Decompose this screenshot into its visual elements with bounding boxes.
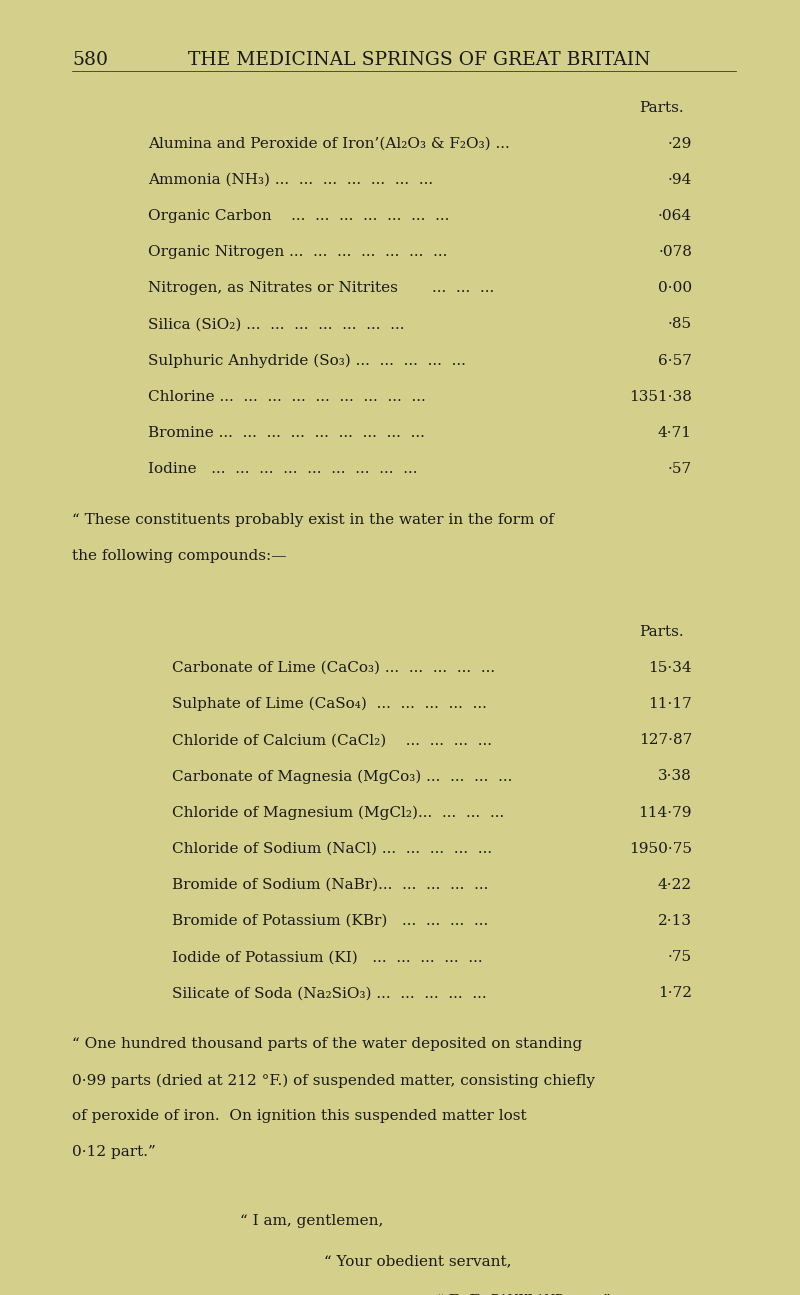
Text: 0·12 part.”: 0·12 part.” (72, 1146, 156, 1159)
Text: 0·99 parts (dried at 212 °F.) of suspended matter, consisting chiefly: 0·99 parts (dried at 212 °F.) of suspend… (72, 1074, 595, 1088)
Text: Organic Nitrogen ...  ...  ...  ...  ...  ...  ...: Organic Nitrogen ... ... ... ... ... ...… (148, 245, 447, 259)
Text: ·064: ·064 (658, 208, 692, 223)
Text: Alumina and Peroxide of Iron’(Al₂O₃ & F₂O₃) ...: Alumina and Peroxide of Iron’(Al₂O₃ & F₂… (148, 137, 510, 150)
Text: THE MEDICINAL SPRINGS OF GREAT BRITAIN: THE MEDICINAL SPRINGS OF GREAT BRITAIN (188, 52, 650, 70)
Text: ·94: ·94 (668, 172, 692, 186)
Text: of peroxide of iron.  On ignition this suspended matter lost: of peroxide of iron. On ignition this su… (72, 1110, 526, 1123)
Text: ·85: ·85 (668, 317, 692, 332)
Text: “ I am, gentlemen,: “ I am, gentlemen, (240, 1215, 383, 1228)
Text: RANKLAND: RANKLAND (490, 1294, 566, 1295)
Text: Chloride of Sodium (NaCl) ...  ...  ...  ...  ...: Chloride of Sodium (NaCl) ... ... ... ..… (172, 842, 492, 856)
Text: .”: .” (598, 1294, 611, 1295)
Text: 127·87: 127·87 (638, 733, 692, 747)
Text: 1950·75: 1950·75 (629, 842, 692, 856)
Text: “ One hundred thousand parts of the water deposited on standing: “ One hundred thousand parts of the wate… (72, 1037, 582, 1052)
Text: Nitrogen, as Nitrates or Nitrites       ...  ...  ...: Nitrogen, as Nitrates or Nitrites ... ..… (148, 281, 494, 295)
Text: Carbonate of Magnesia (MgCo₃) ...  ...  ...  ...: Carbonate of Magnesia (MgCo₃) ... ... ..… (172, 769, 512, 783)
Text: 580: 580 (72, 52, 108, 70)
Text: Parts.: Parts. (639, 624, 684, 638)
Text: 4·22: 4·22 (658, 878, 692, 892)
Text: 114·79: 114·79 (638, 805, 692, 820)
Text: Iodide of Potassium (KI)   ...  ...  ...  ...  ...: Iodide of Potassium (KI) ... ... ... ...… (172, 951, 482, 965)
Text: ·29: ·29 (668, 137, 692, 150)
Text: 0·00: 0·00 (658, 281, 692, 295)
Text: ·75: ·75 (668, 951, 692, 965)
Text: Silica (SiO₂) ...  ...  ...  ...  ...  ...  ...: Silica (SiO₂) ... ... ... ... ... ... ..… (148, 317, 405, 332)
Text: Organic Carbon    ...  ...  ...  ...  ...  ...  ...: Organic Carbon ... ... ... ... ... ... .… (148, 208, 450, 223)
Text: Parts.: Parts. (639, 101, 684, 114)
Text: 1·72: 1·72 (658, 987, 692, 1000)
Text: Iodine   ...  ...  ...  ...  ...  ...  ...  ...  ...: Iodine ... ... ... ... ... ... ... ... .… (148, 462, 418, 477)
Text: Chloride of Magnesium (MgCl₂)...  ...  ...  ...: Chloride of Magnesium (MgCl₂)... ... ...… (172, 805, 504, 820)
Text: Silicate of Soda (Na₂SiO₃) ...  ...  ...  ...  ...: Silicate of Soda (Na₂SiO₃) ... ... ... .… (172, 987, 486, 1000)
Text: Chlorine ...  ...  ...  ...  ...  ...  ...  ...  ...: Chlorine ... ... ... ... ... ... ... ...… (148, 390, 426, 404)
Text: 6·57: 6·57 (658, 354, 692, 368)
Text: 15·34: 15·34 (648, 660, 692, 675)
Text: Bromine ...  ...  ...  ...  ...  ...  ...  ...  ...: Bromine ... ... ... ... ... ... ... ... … (148, 426, 425, 440)
Text: ·078: ·078 (658, 245, 692, 259)
Text: “ These constituents probably exist in the water in the form of: “ These constituents probably exist in t… (72, 513, 554, 527)
Text: “ Your obedient servant,: “ Your obedient servant, (324, 1254, 511, 1268)
Text: Chloride of Calcium (CaCl₂)    ...  ...  ...  ...: Chloride of Calcium (CaCl₂) ... ... ... … (172, 733, 492, 747)
Text: Ammonia (NH₃) ...  ...  ...  ...  ...  ...  ...: Ammonia (NH₃) ... ... ... ... ... ... ..… (148, 172, 433, 186)
Text: 11·17: 11·17 (648, 697, 692, 711)
Text: “ E. F: “ E. F (436, 1294, 480, 1295)
Text: Sulphuric Anhydride (So₃) ...  ...  ...  ...  ...: Sulphuric Anhydride (So₃) ... ... ... ..… (148, 354, 466, 368)
Text: 4·71: 4·71 (658, 426, 692, 440)
Text: Carbonate of Lime (CaCo₃) ...  ...  ...  ...  ...: Carbonate of Lime (CaCo₃) ... ... ... ..… (172, 660, 495, 675)
Text: 2·13: 2·13 (658, 914, 692, 929)
Text: ·57: ·57 (668, 462, 692, 477)
Text: the following compounds:—: the following compounds:— (72, 549, 286, 563)
Text: Bromide of Sodium (NaBr)...  ...  ...  ...  ...: Bromide of Sodium (NaBr)... ... ... ... … (172, 878, 488, 892)
Text: 1351·38: 1351·38 (629, 390, 692, 404)
Text: 3·38: 3·38 (658, 769, 692, 783)
Text: Sulphate of Lime (CaSo₄)  ...  ...  ...  ...  ...: Sulphate of Lime (CaSo₄) ... ... ... ...… (172, 697, 487, 711)
Text: Bromide of Potassium (KBr)   ...  ...  ...  ...: Bromide of Potassium (KBr) ... ... ... .… (172, 914, 488, 929)
